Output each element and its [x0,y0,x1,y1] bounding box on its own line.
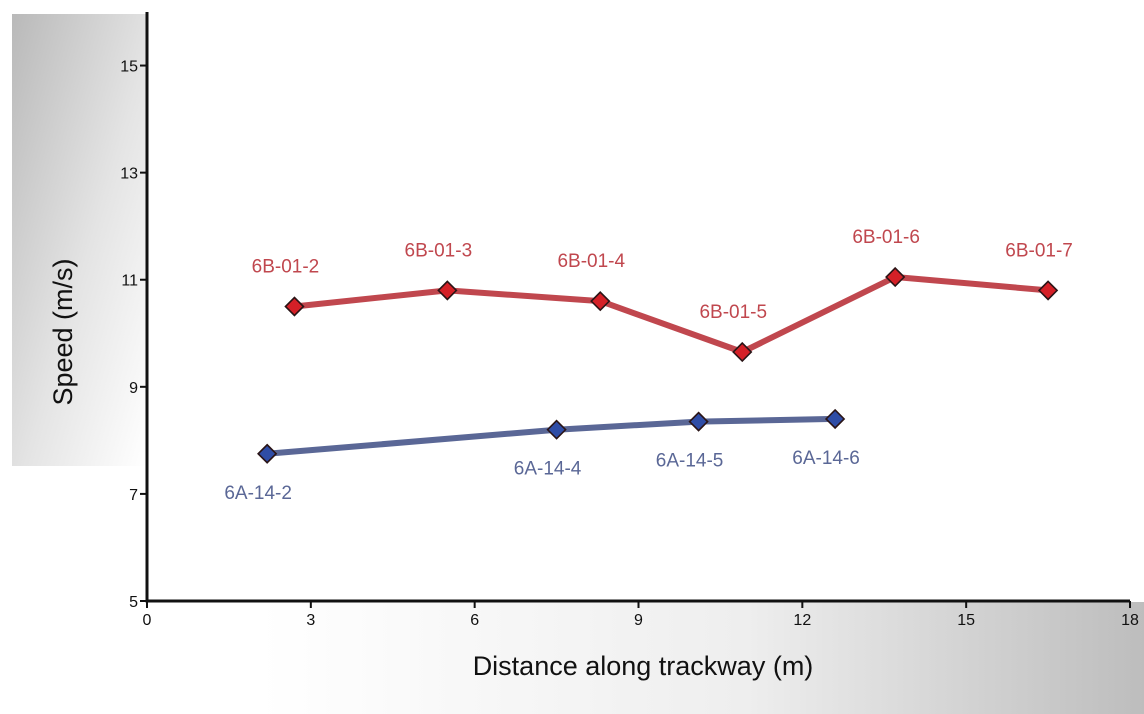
x-tick-label: 12 [793,612,811,629]
data-point-marker [437,280,458,301]
data-point-label: 6A-14-2 [224,483,292,504]
y-tick-label: 9 [129,380,138,397]
data-point-marker [284,296,305,317]
series-line [291,274,1052,355]
x-tick-label: 9 [634,612,643,629]
data-point-label: 6A-14-5 [656,451,724,472]
y-tick-label: 5 [129,594,138,611]
data-point-marker [732,341,753,363]
data-point-label: 6B-01-4 [557,251,625,272]
y-tick-label: 15 [120,59,138,76]
x-tick-label: 0 [143,612,152,629]
data-point-marker [546,419,567,440]
x-tick-label: 18 [1121,612,1139,629]
data-point-marker [257,443,278,464]
data-point-label: 6B-01-2 [252,257,320,278]
background-bottom-shade [260,602,1144,714]
data-point-label: 6A-14-4 [514,459,582,480]
data-point-label: 6B-01-7 [1005,240,1073,261]
y-axis-title: Speed (m/s) [48,258,78,405]
series-line [264,415,839,457]
data-point-marker [590,291,611,312]
x-tick-label: 3 [306,612,315,629]
data-point-label: 6A-14-6 [792,448,860,469]
y-tick-label: 11 [121,273,138,290]
background-left-shade [12,14,146,466]
x-axis-title: Distance along trackway (m) [473,651,814,681]
x-tick-label: 6 [470,612,479,629]
data-point-label: 6B-01-5 [699,302,767,323]
data-point-marker [1037,280,1059,301]
data-point-marker [824,408,846,430]
y-tick-label: 13 [120,166,138,183]
data-point-label: 6B-01-6 [852,227,920,248]
y-tick-label: 7 [129,487,138,504]
data-point-marker [688,411,709,432]
data-point-label: 6B-01-3 [405,240,473,261]
data-point-marker [885,266,906,288]
x-tick-label: 15 [957,612,975,629]
